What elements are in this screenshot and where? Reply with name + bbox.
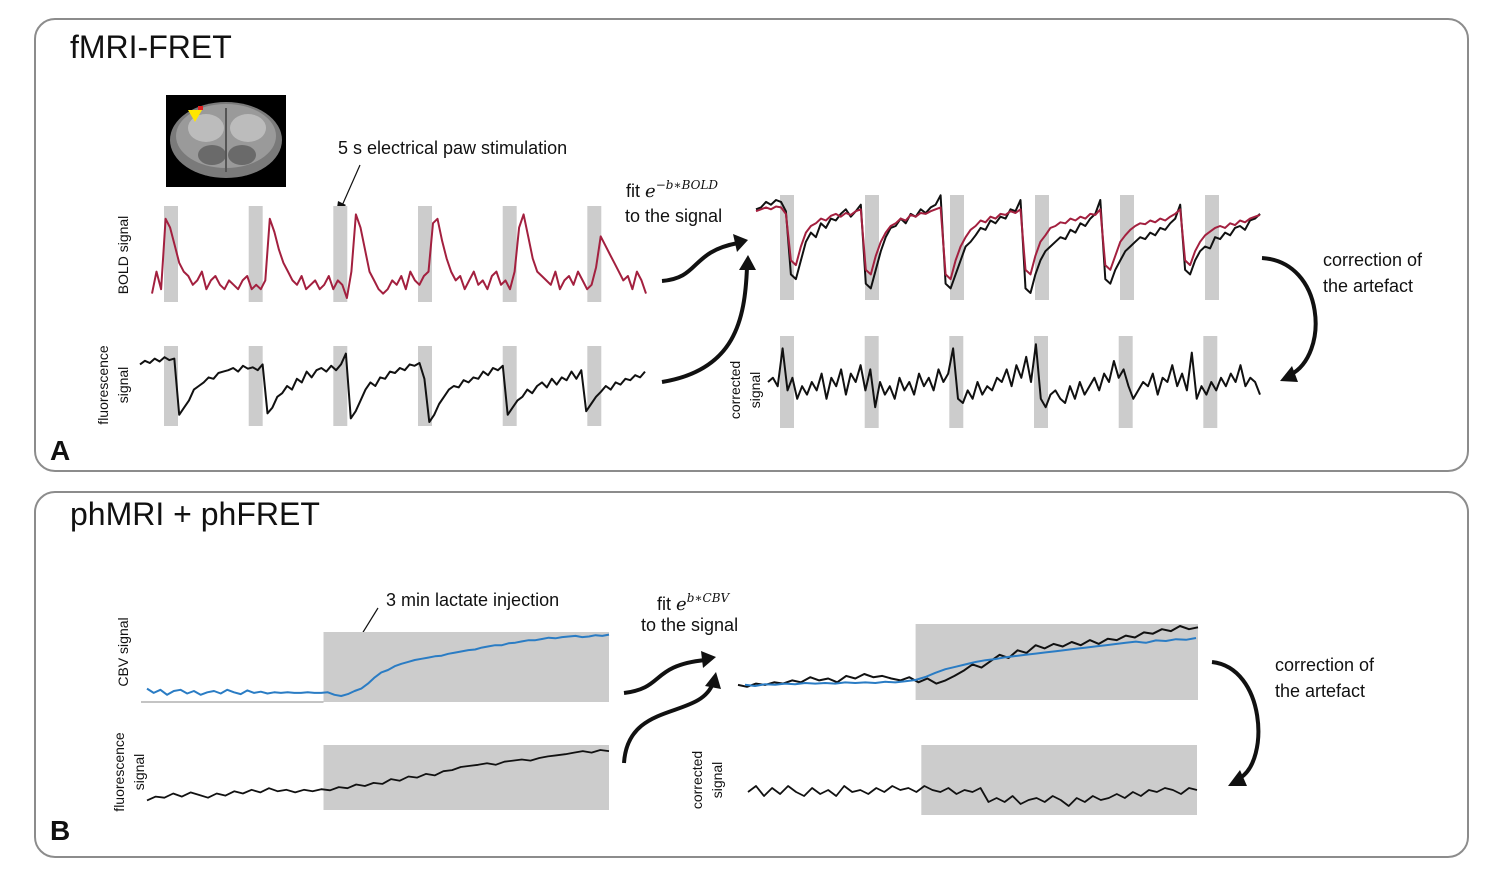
fluorescence-b-injection-window [323,745,609,810]
fit-equation-b: fit eb∗CBV [657,591,731,615]
arrow-fluor-to-fit-b [622,682,715,764]
fit-stim-bar [780,195,794,300]
bold-trace [151,213,647,299]
arrowhead-cbv-to-fit [701,651,716,668]
fluorescence-stim-bar [248,346,263,426]
brain-mri-image [166,95,286,187]
panel-b-label: B [50,815,70,846]
arrow-correction-b [1211,660,1261,780]
arrowhead-correction-b [1228,770,1247,786]
bold-fit-trace [755,205,1261,281]
panel-b-title: phMRI + phFRET [70,496,320,532]
correction-label-b-2: the artefact [1275,681,1365,701]
correction-label-a-1: correction of [1323,250,1423,270]
correction-label-b-1: correction of [1275,655,1375,675]
cbv-trace [146,633,610,697]
fit-stim-bar [1035,195,1049,300]
arrow-cbv-to-fit [623,658,706,695]
corrected-b-injection-window [921,745,1197,815]
fluorescence-stim-bar [333,346,348,426]
ylabel-corrected-a-1: corrected [727,361,743,419]
fit-b-injection-window [915,624,1198,700]
ylabel-cbv: CBV signal [115,617,131,686]
ylabel-corrected-b-1: corrected [689,751,705,809]
fluorescence-b-trace [146,749,610,802]
ylabel-fluorescence-b-1: fluorescence [111,732,127,812]
corrected-trace [767,343,1261,409]
cbv-injection-window [323,632,609,702]
fit-equation-a: fit e−b∗BOLD [626,178,718,202]
cbv-fit-trace [744,637,1197,687]
panel-a-label: A [50,435,70,466]
fit-stim-bar [1120,195,1134,300]
corrected-stim-bar [1118,336,1133,428]
bold-stim-bar [248,206,263,302]
panel-b-frame [34,491,1469,858]
ylabel-corrected-b-2: signal [709,762,725,799]
arrow-fluor-to-fit [661,266,749,384]
correction-label-a-2: the artefact [1323,276,1413,296]
fit-caption-b: to the signal [641,615,738,635]
bold-stim-bar [587,206,602,302]
ylabel-fluorescence-a-1: fluorescence [95,345,111,425]
arrow-correction-a [1261,256,1318,377]
fluorescence-trace [139,352,646,423]
arrowhead-correction-a [1280,366,1298,382]
arrow-bold-to-fit [661,241,739,283]
bold-stim-bar [418,206,432,302]
corrected-b-trace [747,785,1198,807]
fluorescence-stim-bar [587,346,602,426]
ylabel-fluorescence-b-2: signal [131,754,147,791]
bold-stim-bar [333,206,348,302]
panel-a-frame [34,18,1469,472]
ylabel-bold: BOLD signal [115,216,131,295]
arrowhead-fluor-to-fit [739,255,756,270]
stim-annotation: 5 s electrical paw stimulation [338,138,567,158]
fit-stim-bar [950,195,964,300]
panel-a-title: fMRI-FRET [70,29,232,65]
arrowhead-bold-to-fit [733,234,748,252]
fit-stim-bar [1205,195,1219,300]
roi-marker [188,110,202,122]
charts-layer [139,194,1261,815]
arrowhead-fluor-to-fit-b [705,672,721,689]
bold-stim-bar [164,206,178,302]
ylabel-corrected-a-2: signal [747,372,763,409]
ylabel-fluorescence-a-2: signal [115,367,131,404]
injection-annotation: 3 min lactate injection [386,590,559,610]
fluorescence-fit-overlay-b-trace [737,625,1199,688]
fit-caption-a: to the signal [625,206,722,226]
